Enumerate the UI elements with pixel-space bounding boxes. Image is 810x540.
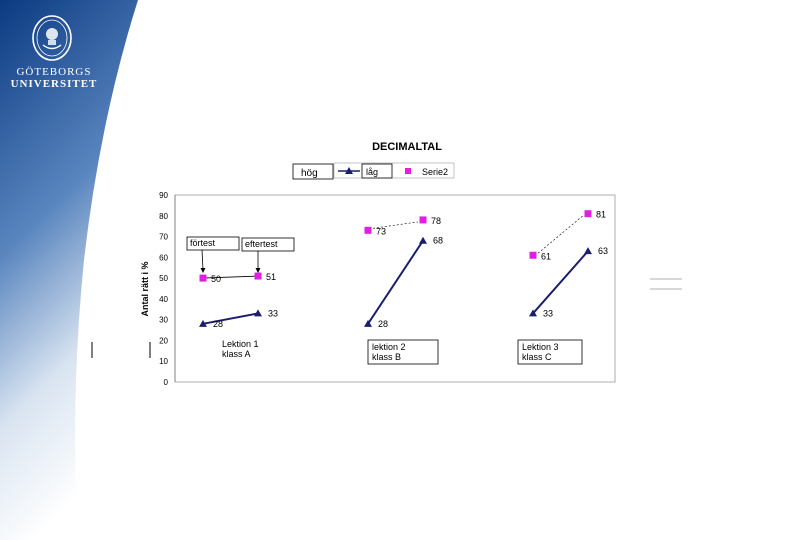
y-tick-label: 40 — [159, 295, 168, 304]
data-label: 61 — [541, 251, 551, 261]
data-point — [529, 251, 537, 259]
annotation-label: klass C — [522, 352, 552, 362]
data-point — [254, 309, 262, 317]
university-name-line2: UNIVERSITET — [10, 78, 98, 90]
chart-title: DECIMALTAL — [372, 141, 442, 153]
y-tick-label: 70 — [159, 233, 168, 242]
series-layer: 28 33 28 68 33 63 50 51 73 78 61 81 — [199, 210, 608, 329]
label-leader-line — [372, 221, 419, 229]
legend-low-marker — [345, 167, 353, 174]
series-line — [202, 275, 259, 279]
y-axis-label: Antal rätt i % — [140, 261, 150, 316]
annotation-label: klass A — [222, 349, 251, 359]
data-label: 50 — [211, 274, 221, 284]
data-label: 28 — [378, 319, 388, 329]
data-label: 73 — [376, 226, 386, 236]
series-line — [532, 250, 589, 315]
y-tick-label: 10 — [159, 357, 168, 366]
annotation-label: lektion 2 — [372, 342, 406, 352]
annotation-box — [517, 339, 583, 365]
annotation-label: Lektion 1 — [222, 339, 259, 349]
data-point — [419, 216, 427, 224]
annotation-box — [367, 339, 439, 365]
data-point — [529, 309, 537, 317]
y-tick-label: 20 — [159, 336, 168, 345]
data-point — [364, 226, 372, 234]
legend-hog-box — [292, 163, 334, 180]
annotation-arrowhead — [200, 268, 206, 273]
data-label: 81 — [596, 210, 606, 220]
university-seal-icon — [32, 15, 72, 61]
legend-serie2-label: Serie2 — [422, 167, 448, 177]
y-tick-label: 90 — [159, 191, 168, 200]
legend-low-label: låg — [366, 167, 378, 177]
annotation-label: klass B — [372, 352, 401, 362]
series-line — [202, 312, 259, 325]
y-tick-label: 0 — [164, 378, 169, 387]
data-label: 63 — [598, 246, 608, 256]
data-label: 51 — [266, 272, 276, 282]
chart-legend: hög låg Serie2 — [292, 162, 455, 180]
legend-frame — [333, 162, 455, 179]
y-tick-label: 80 — [159, 212, 168, 221]
annotation-arrowhead — [255, 268, 261, 273]
annotation-label: eftertest — [245, 239, 278, 249]
data-point — [584, 247, 592, 255]
y-tick-labels: 0 10 20 30 40 50 60 70 80 90 — [159, 191, 168, 387]
sidebar-banner: GÖTEBORGS UNIVERSITET — [0, 0, 145, 540]
data-label: 33 — [543, 308, 553, 318]
data-label: 28 — [213, 319, 223, 329]
series-line — [367, 240, 424, 325]
university-name-line1: GÖTEBORGS — [16, 66, 92, 78]
legend-low-label-box — [361, 163, 393, 179]
data-point — [364, 319, 372, 327]
data-point — [199, 274, 207, 282]
data-label: 68 — [433, 236, 443, 246]
data-point — [254, 272, 262, 280]
data-label: 33 — [268, 308, 278, 318]
data-point — [584, 210, 592, 218]
y-tick-label: 50 — [159, 274, 168, 283]
legend-hog-label: hög — [301, 168, 318, 179]
y-tick-label: 60 — [159, 253, 168, 262]
sidebar-gradient — [0, 0, 138, 540]
annotation-label: förtest — [190, 238, 216, 248]
annotation-box — [186, 236, 240, 251]
data-point — [419, 236, 427, 244]
annotation-box — [241, 237, 295, 252]
data-point — [199, 319, 207, 327]
data-label: 78 — [431, 216, 441, 226]
legend-serie2-marker — [405, 168, 411, 174]
annotation-label: Lektion 3 — [522, 342, 559, 352]
y-tick-label: 30 — [159, 316, 168, 325]
label-leader-line — [537, 215, 584, 254]
annotation-arrow — [201, 249, 204, 271]
